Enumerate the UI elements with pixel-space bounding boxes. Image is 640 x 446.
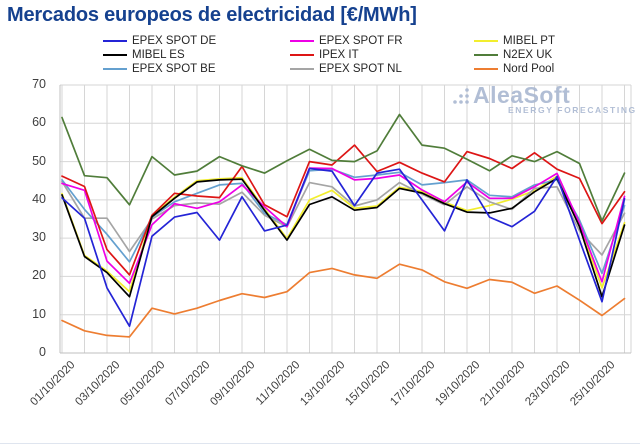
legend-item-ipex-it: IPEX IT (290, 48, 359, 62)
series-line-epex-spot-fr (61, 167, 626, 285)
legend-item-mibel-es: MIBEL ES (103, 48, 185, 62)
legend-label: EPEX SPOT BE (132, 63, 216, 75)
series-line-n2ex-uk (61, 113, 626, 222)
chart-title: Mercados europeos de electricidad [€/MWh… (7, 4, 417, 26)
y-axis-tick-label: 20 (32, 268, 46, 283)
series-line-epex-spot-nl (61, 180, 626, 256)
legend-label: MIBEL ES (132, 49, 185, 61)
legend-label: Nord Pool (503, 63, 555, 75)
legend-swatch-ipex-it (290, 54, 314, 56)
legend-item-mibel-pt: MIBEL PT (474, 34, 555, 48)
legend-swatch-mibel-pt (474, 40, 498, 42)
y-axis-tick-label: 10 (32, 306, 46, 321)
legend-swatch-epex-spot-fr (290, 40, 314, 42)
watermark-brand: AleaSoft (473, 82, 571, 108)
watermark: AleaSoft ENERGY FORECASTING (452, 82, 635, 115)
y-axis-tick-label: 40 (32, 191, 46, 206)
legend-label: EPEX SPOT NL (319, 63, 402, 75)
y-axis-tick-label: 70 (32, 77, 46, 91)
legend-swatch-epex-spot-be (103, 68, 127, 70)
legend-swatch-nord-pool (474, 68, 498, 70)
legend-item-epex-spot-fr: EPEX SPOT FR (290, 34, 403, 48)
legend-label: N2EX UK (503, 49, 553, 61)
legend-label: MIBEL PT (503, 35, 555, 47)
series-line-epex-spot-de (61, 167, 626, 328)
series-line-nord-pool (61, 263, 626, 338)
watermark-tagline: ENERGY FORECASTING (508, 105, 637, 115)
legend-item-epex-spot-be: EPEX SPOT BE (103, 62, 216, 76)
y-axis-tick-label: 0 (39, 345, 46, 359)
legend-swatch-n2ex-uk (474, 54, 498, 56)
y-axis-tick-label: 30 (32, 230, 46, 245)
aleasoft-logo-dots-icon (453, 88, 469, 104)
legend-swatch-epex-spot-de (103, 40, 127, 42)
y-axis-tick-label: 50 (32, 153, 46, 168)
legend-label: IPEX IT (319, 49, 359, 61)
y-axis-tick-label: 60 (32, 115, 46, 130)
legend-label: EPEX SPOT FR (319, 35, 403, 47)
legend-label: EPEX SPOT DE (132, 35, 217, 47)
legend-item-nord-pool: Nord Pool (474, 62, 554, 76)
legend-item-epex-spot-nl: EPEX SPOT NL (290, 62, 402, 76)
legend-item-n2ex-uk: N2EX UK (474, 48, 552, 62)
legend-swatch-mibel-es (103, 54, 127, 56)
legend-item-epex-spot-de: EPEX SPOT DE (103, 34, 216, 48)
legend-swatch-epex-spot-nl (290, 68, 314, 70)
bottom-divider (0, 443, 640, 444)
series-line-ipex-it (61, 144, 626, 276)
series-line-mibel-es (61, 177, 626, 298)
